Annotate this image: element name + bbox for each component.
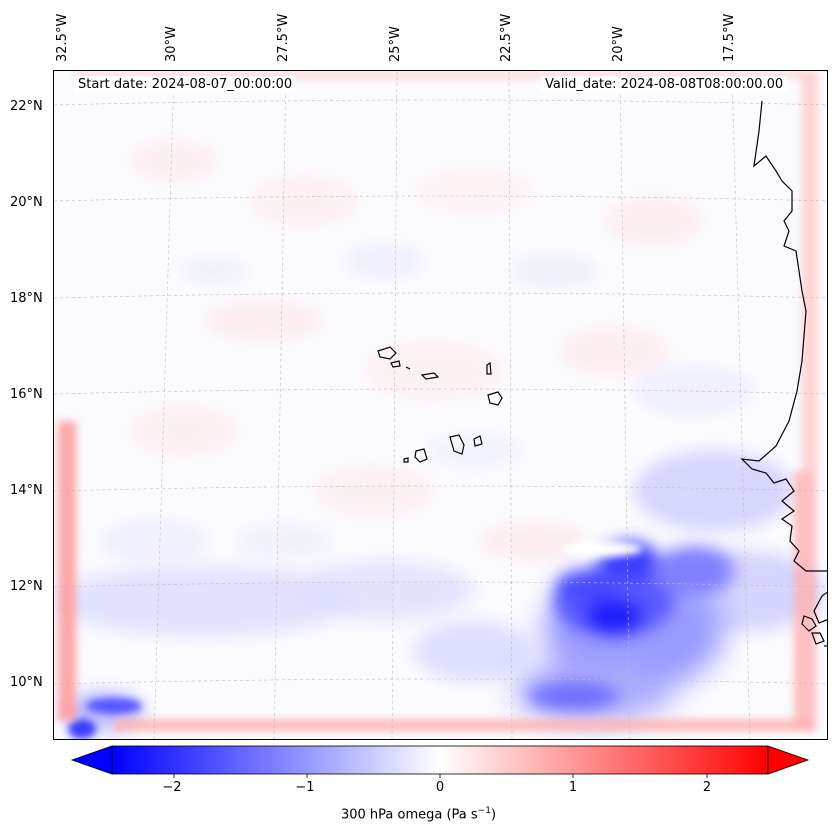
cabo-verde-islands [377, 346, 503, 463]
graticule [54, 71, 827, 739]
colorbar-tick-label: −2 [162, 780, 182, 795]
lon-label-32-5w: 32.5°W [55, 13, 70, 62]
colorbar-extend-low [70, 745, 113, 775]
lon-label-27-5w: 27.5°W [276, 13, 291, 62]
lat-label-10n: 10°N [10, 675, 43, 690]
lat-label-16n: 16°N [10, 387, 43, 402]
lon-label-20w: 20°W [611, 26, 626, 62]
colorbar [70, 745, 810, 778]
lat-label-14n: 14°N [10, 483, 43, 498]
coastline [740, 100, 827, 647]
valid-date-label: Valid_date: 2024-08-08T08:00:00.00 [541, 76, 788, 93]
colorbar-gradient [111, 745, 769, 775]
colorbar-tick-label: 0 [435, 780, 445, 795]
lat-label-20n: 20°N [10, 195, 43, 210]
colorbar-tick-label: 1 [568, 780, 578, 795]
lon-label-22-5w: 22.5°W [499, 13, 514, 62]
lon-label-17-5w: 17.5°W [722, 13, 737, 62]
lon-label-25w: 25°W [388, 26, 403, 62]
lat-label-12n: 12°N [10, 579, 43, 594]
lat-label-22n: 22°N [10, 99, 43, 114]
start-date-label: Start date: 2024-08-07_00:00:00 [74, 76, 297, 93]
lon-label-30w: 30°W [164, 26, 179, 62]
colorbar-tick-label: −1 [295, 780, 315, 795]
omega-field [54, 71, 827, 739]
map-panel[interactable] [53, 70, 828, 740]
lat-label-18n: 18°N [10, 291, 43, 306]
colorbar-label: 300 hPa omega (Pa s−1) [340, 806, 497, 823]
colorbar-tick-label: 2 [702, 780, 712, 795]
colorbar-extend-high [767, 745, 810, 775]
